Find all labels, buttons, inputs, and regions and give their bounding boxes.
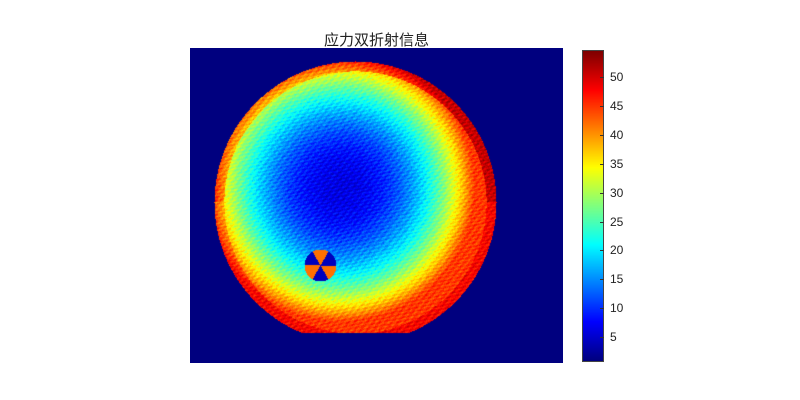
colorbar-tick-mark: [600, 279, 604, 280]
colorbar-tick-label: 35: [610, 157, 623, 171]
colorbar-tick-mark: [600, 164, 604, 165]
colorbar-tick-mark: [600, 337, 604, 338]
colorbar-tick-label: 15: [610, 272, 623, 286]
colorbar-tick-label: 20: [610, 243, 623, 257]
colorbar-tick-label: 25: [610, 215, 623, 229]
colorbar-tick-label: 30: [610, 186, 623, 200]
colorbar-tick-label: 10: [610, 301, 623, 315]
heatmap-image: [190, 48, 563, 363]
colorbar-tick-mark: [600, 308, 604, 309]
colorbar-tick-label: 5: [610, 330, 617, 344]
colorbar-tick-label: 50: [610, 70, 623, 84]
colorbar-tick-mark: [600, 106, 604, 107]
colorbar-tick-mark: [600, 193, 604, 194]
colorbar-tick-mark: [600, 222, 604, 223]
colorbar-tick-mark: [600, 77, 604, 78]
colorbar-tick-label: 40: [610, 128, 623, 142]
chart-title: 应力双折射信息: [190, 29, 563, 50]
colorbar-tick-label: 45: [610, 99, 623, 113]
colorbar-tick-mark: [600, 250, 604, 251]
colorbar-tick-mark: [600, 135, 604, 136]
colorbar: [582, 50, 604, 362]
